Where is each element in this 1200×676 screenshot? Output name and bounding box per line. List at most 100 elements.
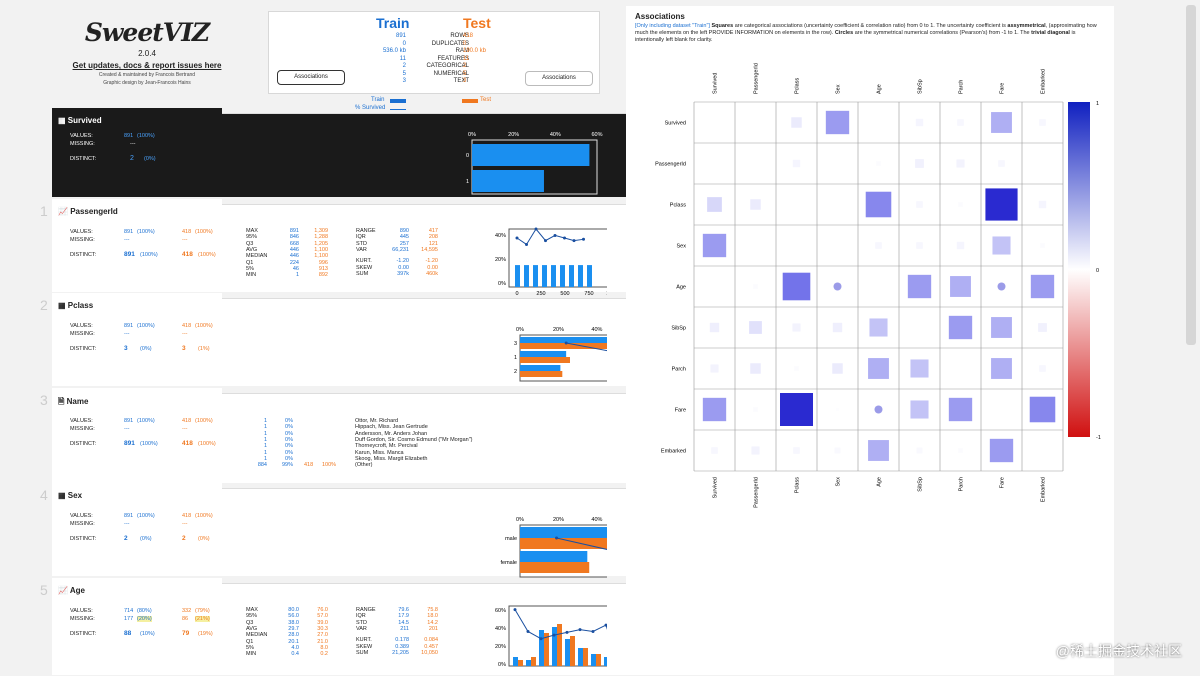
stat-train: 0.178 — [395, 637, 409, 644]
associations-button-right[interactable]: Associations — [525, 71, 593, 86]
test-title: Test — [463, 15, 491, 31]
name-test-count: 418 — [304, 462, 314, 469]
name-pct: 0% — [285, 424, 293, 431]
association-square — [992, 236, 1011, 255]
survived-line — [566, 342, 607, 352]
stat-key: 5% — [246, 265, 254, 272]
grid-icon: ▦ — [58, 301, 68, 310]
association-square — [791, 117, 802, 128]
col-label-top: Parch — [959, 80, 965, 94]
values-pct: (100%) — [137, 229, 155, 235]
stat-train: 1 — [295, 272, 299, 279]
stat-test: 8.0 — [320, 644, 328, 651]
distinct-pct: (0%) — [140, 346, 152, 352]
axis-tick: 60% — [591, 132, 602, 138]
bar-test — [596, 654, 601, 666]
test-values-pct: (100%) — [195, 418, 213, 424]
stat-key: Q3 — [246, 240, 254, 247]
panel-pclass[interactable]: 2 ▦ Pclass 0%20%40%60%312 VALUES:891(100… — [40, 293, 627, 386]
stat-test: 0.084 — [424, 637, 438, 644]
summary-test-value: 2 — [463, 63, 467, 69]
colorbar-tick: -1 — [1096, 435, 1101, 441]
association-square — [1030, 274, 1055, 299]
bar-train — [578, 648, 583, 666]
stat-train: 46 — [292, 265, 299, 272]
summary-key: RAM — [455, 48, 469, 54]
panel-name[interactable]: 3 🗎 Name VALUES: 891 (100%) 418 (100%) MISSIN… — [40, 388, 627, 483]
stat-key: SKEW — [356, 264, 373, 271]
panel-survived[interactable]: ▦ Survived VALUES: 891 (100%) MISSING: -… — [52, 108, 627, 197]
missing-label: MISSING: — [70, 426, 95, 432]
stat-train: 29.7 — [288, 625, 299, 632]
bar-test — [520, 357, 570, 363]
name-value: Skoog, Miss. Margit Elizabeth — [355, 455, 428, 462]
credit-1: Created & maintained by Francois Bertran… — [98, 72, 196, 78]
test-values-pct: (100%) — [195, 229, 213, 235]
association-square — [868, 358, 889, 379]
distinct: 891 — [124, 440, 135, 447]
tab-age[interactable]: 📈 Age — [52, 578, 222, 600]
name-pct: 0% — [285, 430, 293, 437]
stat-key: MEDIAN — [246, 632, 268, 639]
survived-point — [515, 236, 519, 240]
test-missing: --- — [182, 521, 188, 527]
survived-line — [516, 228, 584, 246]
tab-passengerid[interactable]: 📈 PassengerId — [52, 199, 222, 221]
association-square — [753, 407, 758, 412]
association-square — [1038, 323, 1047, 332]
association-square — [907, 274, 932, 299]
row-label: Pclass — [670, 203, 686, 209]
tab-name[interactable]: 🗎 Name — [52, 388, 222, 410]
test-distinct: 3 — [182, 345, 186, 352]
bar-train — [560, 265, 565, 287]
axis-tick: 750 — [584, 291, 593, 297]
name-count: 1 — [263, 436, 267, 443]
bar-test — [544, 633, 549, 666]
test-distinct-pct: (19%) — [198, 631, 213, 637]
stat-test: 0.00 — [427, 264, 438, 271]
association-square — [749, 321, 762, 334]
bar-train — [520, 527, 607, 538]
test-values: 418 — [182, 323, 192, 329]
stat-test: 10,050 — [421, 649, 438, 656]
col-label-bottom: Sex — [836, 477, 842, 487]
missing: 177 — [124, 616, 134, 622]
tab-survived[interactable]: ▦ Survived — [52, 108, 222, 130]
col-label-top: Embarked — [1041, 69, 1047, 94]
summary-train-value: 891 — [395, 33, 406, 39]
scrollbar[interactable] — [1186, 5, 1196, 345]
stat-test: 208 — [428, 234, 438, 241]
summary-train-value: 536.0 kb — [382, 48, 406, 54]
association-square — [753, 284, 758, 289]
docs-link[interactable]: Get updates, docs & report issues here — [72, 61, 222, 70]
stat-test: 0.2 — [320, 651, 328, 658]
tab-pclass[interactable]: ▦ Pclass — [52, 293, 222, 315]
name-count: 1 — [263, 449, 267, 456]
axis-tick: 1,000 — [606, 291, 607, 297]
bar-train — [524, 265, 529, 287]
values: 891 — [124, 229, 134, 235]
summary-key: TEXT — [453, 78, 469, 84]
survived-point — [534, 227, 538, 231]
col-label-bottom: Pclass — [795, 477, 801, 493]
stat-key: RANGE — [356, 607, 376, 613]
logo-name: SweetVIZ — [84, 18, 210, 47]
panel-age[interactable]: 5 📈 Age 60% 40% 20% 0% VALUES: 714 (80%) 332 (7… — [40, 578, 627, 675]
panel-passengerid[interactable]: 1 📈 PassengerId 40% 20% 0% 0 250 500 750 1,000 1… — [40, 199, 627, 297]
tab-sex[interactable]: ▦ Sex — [52, 483, 222, 505]
bar-train — [520, 551, 588, 562]
bar-test — [518, 660, 523, 666]
distinct-pct: (10%) — [140, 631, 155, 637]
association-square — [991, 358, 1012, 379]
test-missing-pct: (21%) — [195, 616, 210, 622]
associations-button-left[interactable]: Associations — [277, 70, 345, 85]
stat-test: 39.0 — [317, 619, 328, 626]
category-label: 1 — [514, 355, 517, 361]
distinct: 2 — [124, 535, 128, 542]
desc-highlight: [Only including dataset "Train"] — [635, 23, 710, 29]
bar-train — [591, 654, 596, 666]
desc-8: is intentionally left blank for clarity. — [635, 30, 1076, 43]
summary-test-value: 0 — [463, 40, 467, 47]
association-square — [991, 317, 1012, 338]
